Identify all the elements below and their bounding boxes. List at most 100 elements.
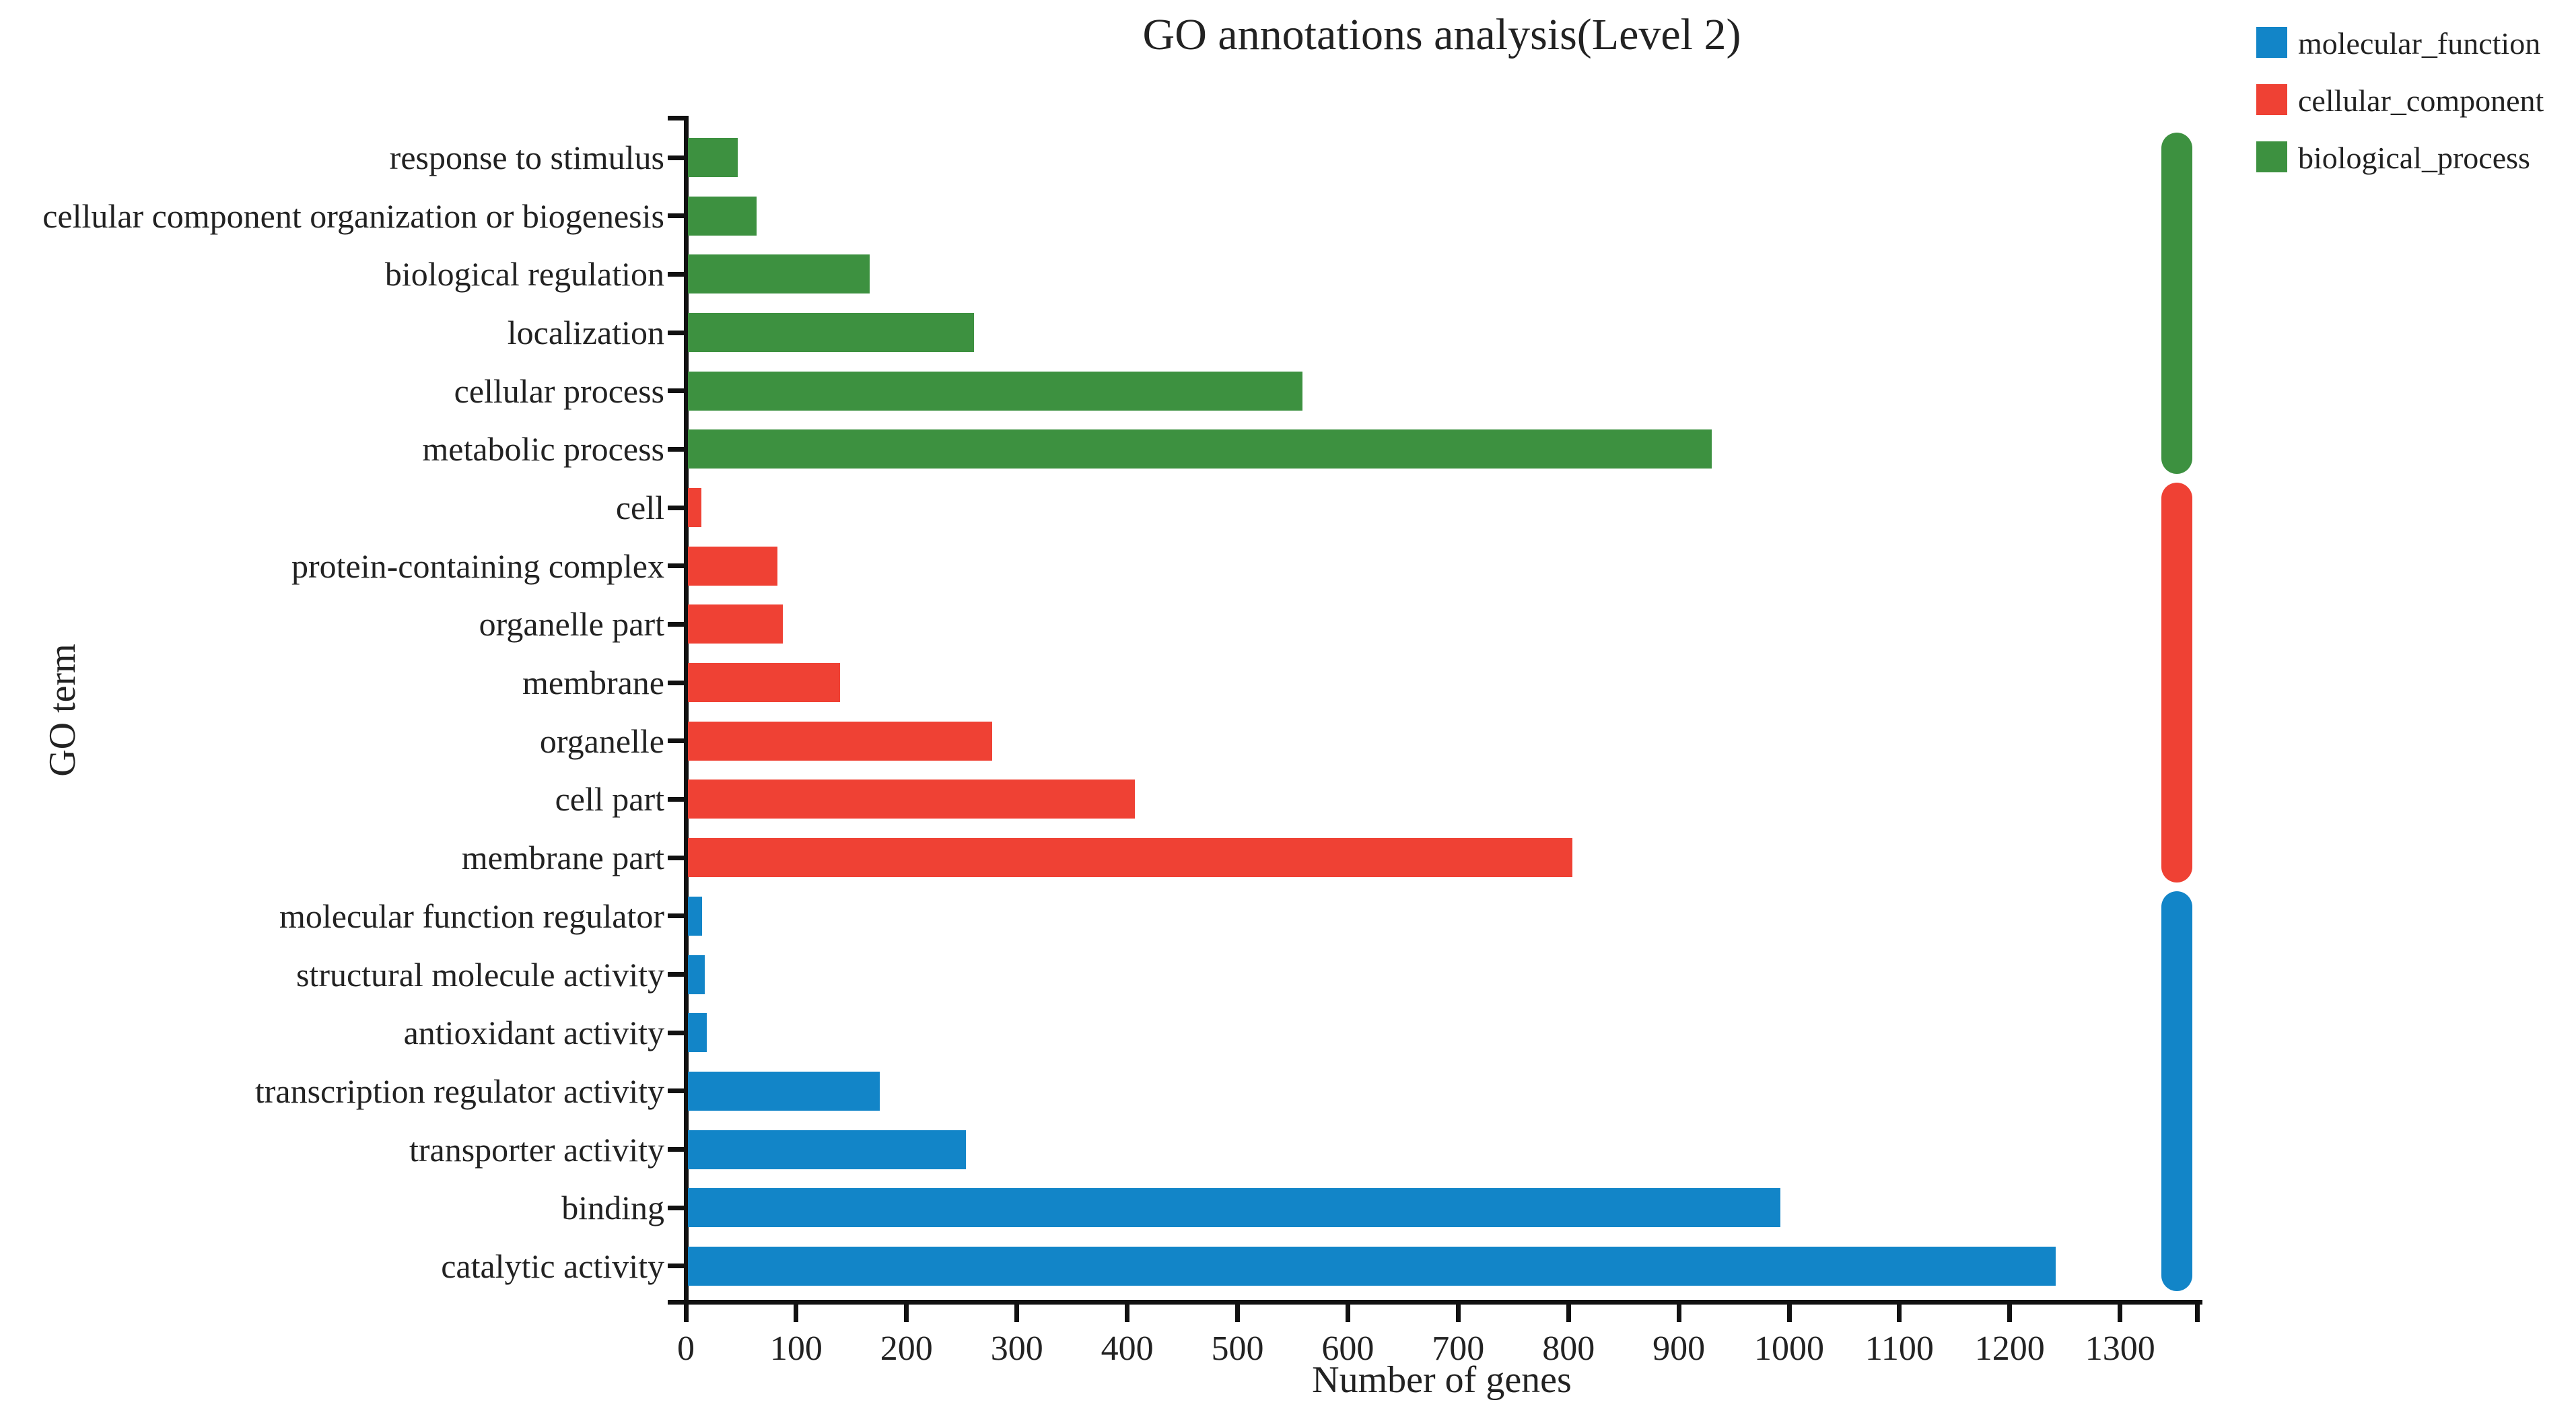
category-label: molecular function regulator — [279, 897, 664, 935]
category-label: organelle — [539, 722, 664, 760]
category-label: transcription regulator activity — [254, 1072, 664, 1110]
category-label: membrane part — [461, 839, 664, 877]
y-axis-tick — [668, 271, 684, 277]
x-axis-tick — [2007, 1305, 2013, 1322]
y-axis-tick — [668, 446, 684, 452]
x-tick-label: 400 — [1101, 1329, 1154, 1368]
legend-label: molecular_function — [2298, 26, 2541, 61]
x-tick-label: 1200 — [1974, 1329, 2045, 1368]
x-axis-tick — [2118, 1305, 2123, 1322]
x-axis-tick — [1566, 1305, 1571, 1322]
category-label: cell part — [555, 780, 664, 819]
bar — [688, 1071, 880, 1111]
legend-swatch-cellular_component — [2256, 84, 2287, 115]
x-axis-tick — [1786, 1305, 1792, 1322]
x-axis-tick — [1014, 1305, 1020, 1322]
category-label: cellular component organization or bioge… — [42, 197, 664, 235]
category-label: response to stimulus — [389, 139, 664, 176]
legend-label: cellular_component — [2298, 83, 2544, 118]
x-tick-label: 1100 — [1865, 1329, 1934, 1368]
y-axis-end-tick — [668, 116, 684, 120]
y-axis-tick — [668, 388, 684, 394]
x-axis-tick — [1676, 1305, 1681, 1322]
x-axis-tick — [1125, 1305, 1130, 1322]
category-label: membrane — [522, 664, 664, 702]
y-axis-tick — [668, 621, 684, 627]
y-axis-tick — [668, 972, 684, 977]
category-label: biological regulation — [384, 255, 664, 293]
x-axis-tick — [683, 1305, 689, 1322]
bar — [688, 604, 783, 644]
x-axis-title: Number of genes — [1312, 1359, 1572, 1401]
x-axis-end-tick — [2194, 1305, 2200, 1322]
x-tick-label: 100 — [769, 1329, 823, 1368]
x-tick-label: 1300 — [2085, 1329, 2155, 1368]
category-label: localization — [507, 314, 664, 352]
group-indicator-cellular_component — [2161, 483, 2192, 883]
x-axis-tick — [1235, 1305, 1240, 1322]
bar — [688, 663, 841, 703]
x-tick-label: 200 — [880, 1329, 933, 1368]
category-label: antioxidant activity — [403, 1014, 664, 1052]
category-label: cell — [615, 489, 664, 527]
y-axis-tick — [668, 505, 684, 510]
y-axis-line — [684, 116, 689, 1305]
bar — [688, 1246, 2056, 1286]
x-tick-label: 500 — [1211, 1329, 1264, 1368]
x-axis-line — [681, 1300, 2202, 1305]
y-axis-tick — [668, 563, 684, 569]
x-tick-label: 300 — [990, 1329, 1043, 1368]
category-label: cellular process — [454, 372, 664, 410]
bar — [688, 371, 1302, 411]
x-tick-label: 800 — [1542, 1329, 1595, 1368]
y-axis-tick — [668, 855, 684, 860]
bar — [688, 254, 870, 294]
y-axis-tick — [668, 1030, 684, 1035]
category-label: protein-containing complex — [291, 547, 664, 585]
legend-swatch-biological_process — [2256, 141, 2287, 172]
bar — [688, 1013, 707, 1053]
bar — [688, 1130, 967, 1169]
group-indicator-biological_process — [2161, 133, 2192, 475]
legend-swatch-molecular_function — [2256, 27, 2287, 58]
x-tick-label: 600 — [1321, 1329, 1374, 1368]
x-axis-tick — [1455, 1305, 1461, 1322]
bar — [688, 429, 1712, 469]
y-axis-tick — [668, 796, 684, 802]
category-label: metabolic process — [422, 430, 664, 469]
y-axis-tick — [668, 330, 684, 335]
x-axis-tick — [794, 1305, 799, 1322]
bar — [688, 1188, 1780, 1228]
bar — [688, 196, 757, 236]
x-tick-label: 0 — [677, 1329, 695, 1368]
category-label: organelle part — [479, 605, 664, 644]
y-axis-tick — [668, 913, 684, 919]
category-label: transporter activity — [409, 1130, 664, 1169]
bar — [688, 896, 703, 936]
category-label: structural molecule activity — [295, 955, 664, 994]
bar — [688, 488, 701, 528]
category-label: binding — [561, 1189, 664, 1227]
y-axis-tick — [668, 1264, 684, 1269]
y-axis-tick — [668, 155, 684, 160]
bar — [688, 138, 738, 177]
y-axis-tick — [668, 680, 684, 685]
x-axis-tick — [904, 1305, 909, 1322]
bar — [688, 955, 705, 994]
y-axis-tick — [668, 1088, 684, 1094]
y-axis-tick — [668, 1147, 684, 1152]
bar — [688, 838, 1573, 878]
y-axis-tick — [668, 213, 684, 219]
chart-title: GO annotations analysis(Level 2) — [1142, 10, 1741, 59]
legend-label: biological_process — [2298, 141, 2530, 175]
y-axis-end-tick — [668, 1300, 684, 1305]
category-label: catalytic activity — [441, 1247, 664, 1285]
group-indicator-molecular_function — [2161, 891, 2192, 1291]
bar — [688, 313, 974, 353]
x-axis-tick — [1897, 1305, 1902, 1322]
bar — [688, 546, 777, 586]
x-tick-label: 1000 — [1754, 1329, 1824, 1368]
y-axis-tick — [668, 1205, 684, 1210]
x-axis-tick — [1345, 1305, 1350, 1322]
